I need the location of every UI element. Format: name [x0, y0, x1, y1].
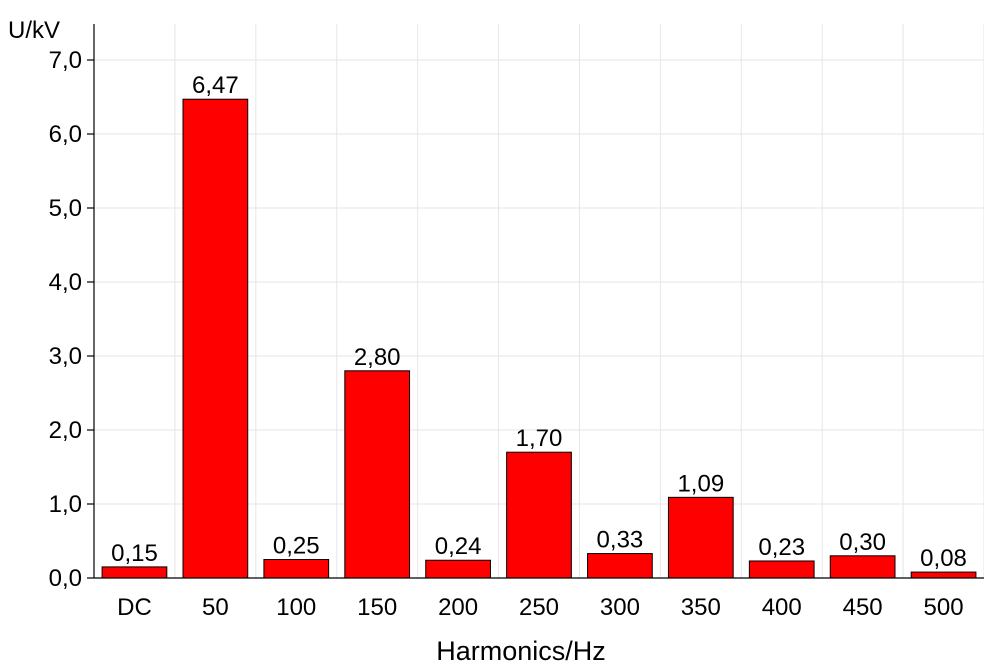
x-tick-label: 200	[438, 594, 478, 621]
x-tick-label: 450	[843, 594, 883, 621]
x-tick-label: DC	[117, 594, 152, 621]
bar-value-label: 0,23	[758, 534, 805, 561]
x-tick-label: 300	[600, 594, 640, 621]
bar	[101, 566, 168, 579]
bar	[667, 496, 734, 579]
bar	[344, 370, 411, 579]
bar	[263, 559, 330, 579]
axes	[93, 24, 984, 579]
x-tick-label: 100	[276, 594, 316, 621]
x-tick-label: 400	[762, 594, 802, 621]
y-tick-label: 5,0	[49, 195, 82, 222]
x-tick-label: 50	[202, 594, 229, 621]
bar	[425, 559, 491, 579]
value-labels: 0,15 6,47 0,25 2,80 0,24 1,70 0,33 1,09 0,23 0,30…	[111, 72, 967, 572]
bar-value-label: 0,15	[111, 540, 158, 567]
bar	[587, 553, 653, 579]
x-axis-ticks: DC 50 100 150 200 250 300 350 400 450 500	[117, 594, 963, 621]
y-axis-label: U/kV	[8, 17, 60, 44]
bar-value-label: 1,09	[677, 470, 724, 497]
y-tick-label: 1,0	[49, 491, 82, 518]
bar	[182, 98, 249, 579]
y-tick-label: 4,0	[49, 269, 82, 296]
bar-value-label: 0,25	[273, 533, 320, 560]
bar	[748, 560, 815, 579]
bar-value-label: 0,30	[839, 529, 886, 556]
y-tick-label: 3,0	[49, 343, 82, 370]
bar-value-label: 2,80	[354, 344, 401, 371]
y-axis-ticks: 0,0 1,0 2,0 3,0 4,0 5,0 6,0 7,0	[49, 47, 94, 592]
bars	[101, 98, 977, 579]
x-tick-label: 250	[519, 594, 559, 621]
bar	[910, 571, 977, 579]
bar-value-label: 0,08	[920, 545, 967, 572]
bar	[829, 555, 896, 579]
bar-value-label: 6,47	[192, 72, 239, 99]
bar-value-label: 0,24	[435, 533, 482, 560]
bar	[506, 451, 572, 579]
y-tick-label: 0,0	[49, 565, 82, 592]
y-tick-label: 6,0	[49, 121, 82, 148]
x-tick-label: 150	[357, 594, 397, 621]
y-tick-label: 7,0	[49, 47, 82, 74]
y-tick-label: 2,0	[49, 417, 82, 444]
bar-value-label: 1,70	[516, 425, 563, 452]
bar-value-label: 0,33	[597, 527, 644, 554]
x-tick-label: 500	[924, 594, 964, 621]
x-tick-label: 350	[681, 594, 721, 621]
x-axis-label: Harmonics/Hz	[436, 636, 606, 665]
